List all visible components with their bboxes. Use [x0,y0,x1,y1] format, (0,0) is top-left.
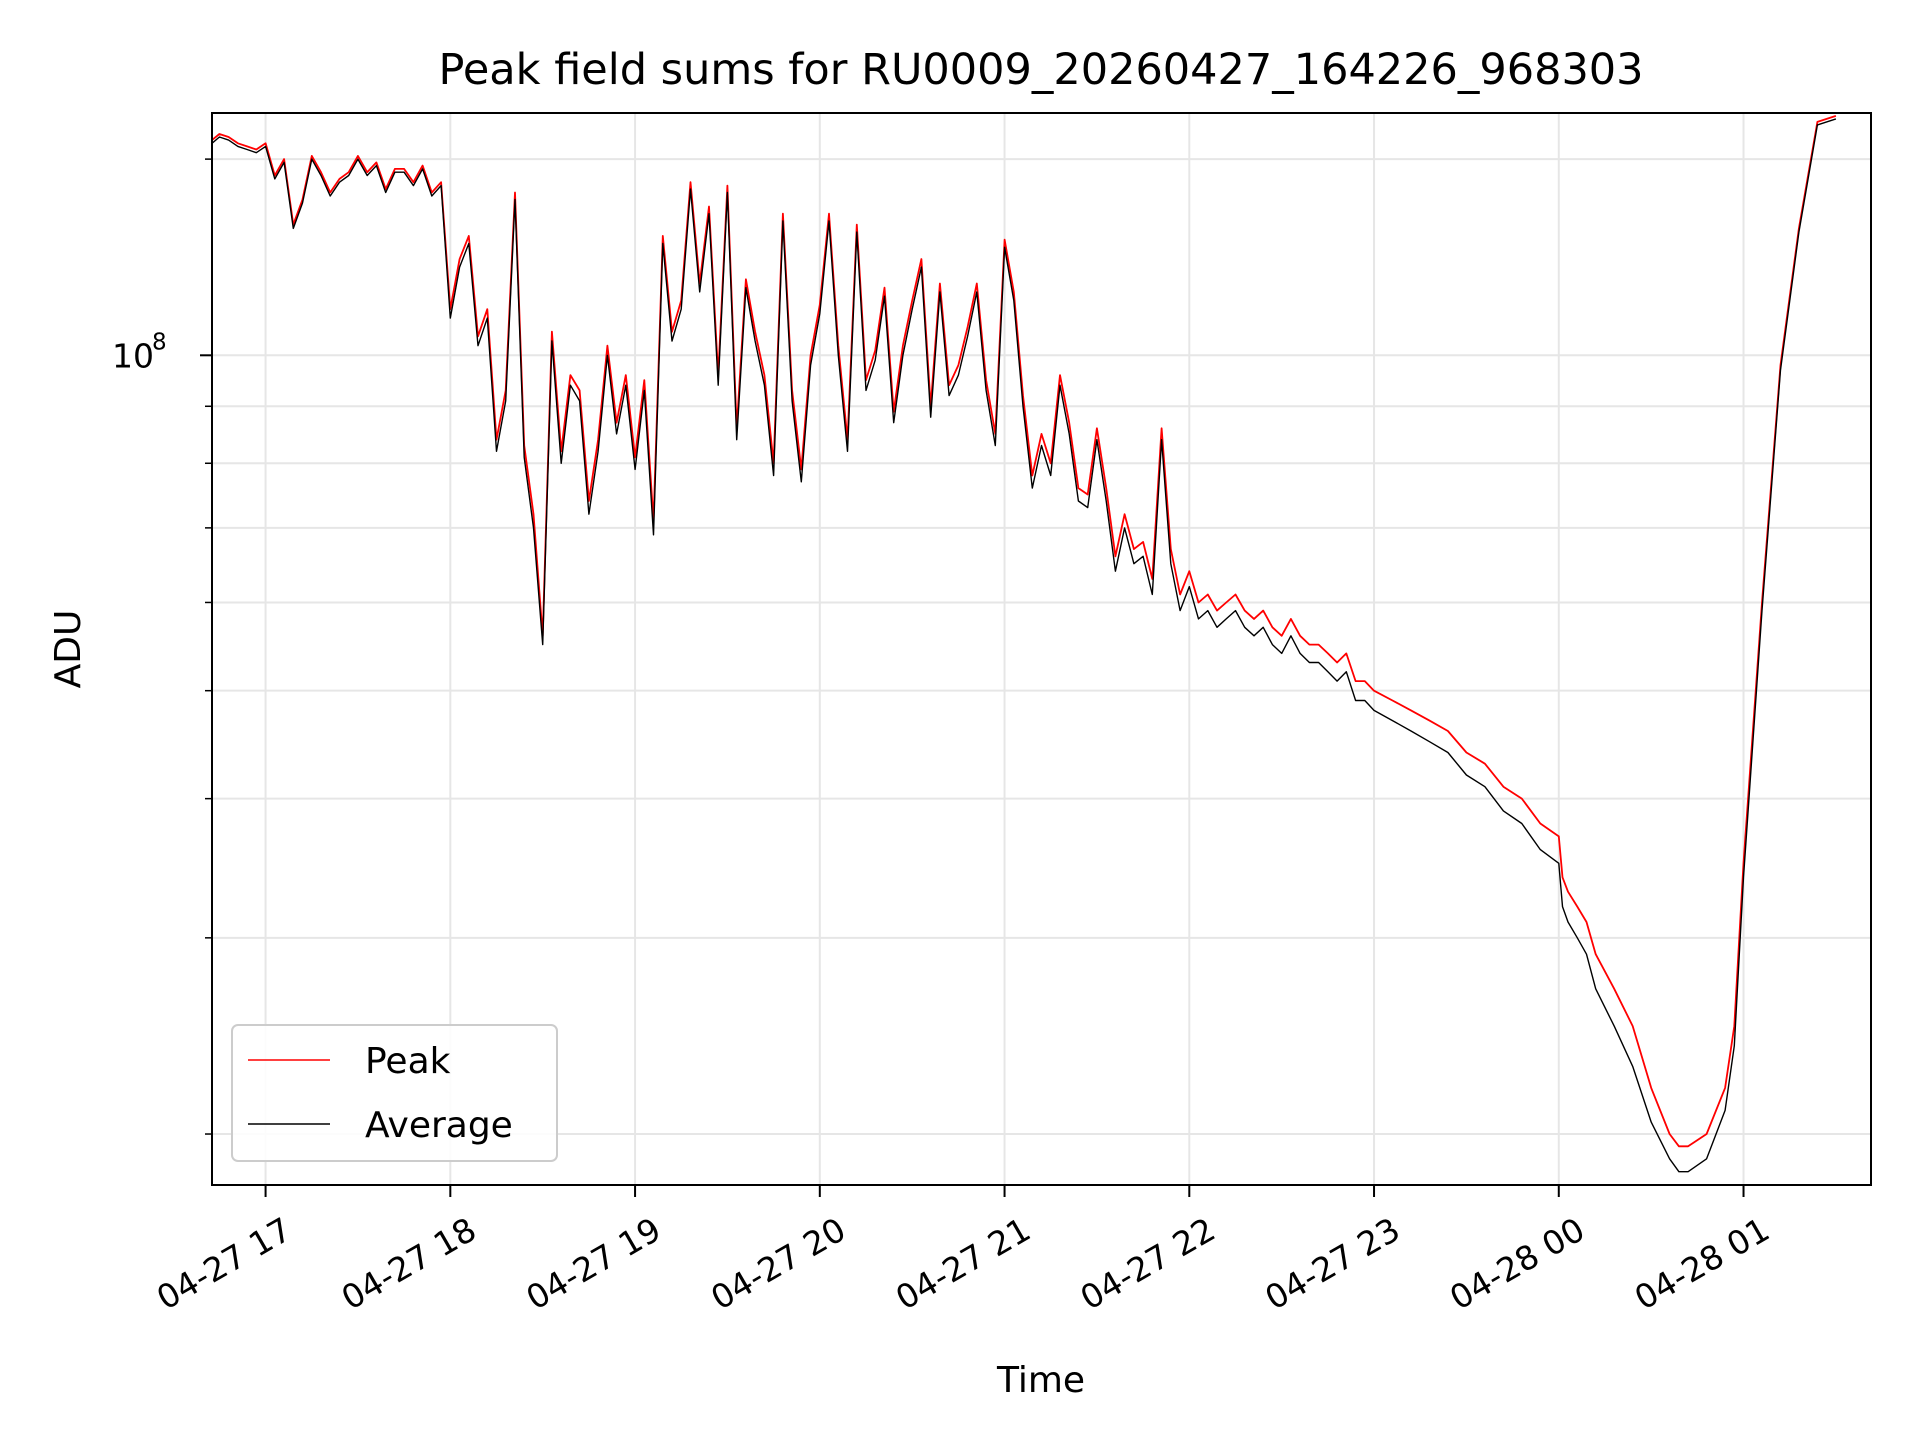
chart-title: Peak field sums for RU0009_20260427_1642… [438,45,1643,95]
series-layer [211,115,1837,1173]
legend-label-average: Average [365,1105,513,1146]
legend: Peak Average [231,1024,558,1162]
grid-layer [212,113,1871,1185]
y-tick-label-base: 10 [112,336,154,375]
x-axis-label: Time [996,1360,1085,1401]
plot-frame [211,112,1872,1186]
legend-label-peak: Peak [365,1041,451,1082]
legend-box [231,1024,558,1162]
y-axis-label: ADU [48,610,89,689]
series-line-average [211,118,1837,1173]
y-tick-label-exponent: 8 [152,329,167,355]
